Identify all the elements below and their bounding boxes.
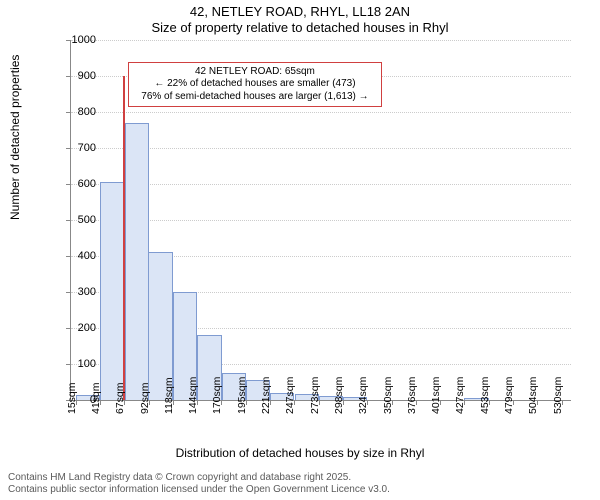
footer-attribution: Contains HM Land Registry data © Crown c…: [8, 472, 390, 496]
ytick-label: 500: [56, 214, 96, 226]
ytick-label: 900: [56, 70, 96, 82]
ytick-label: 300: [56, 286, 96, 298]
footer-line: Contains public sector information licen…: [8, 484, 390, 496]
chart-container: 42, NETLEY ROAD, RHYL, LL18 2AN Size of …: [0, 0, 600, 500]
ytick-label: 400: [56, 250, 96, 262]
ytick-label: 700: [56, 142, 96, 154]
histogram-bar: [100, 182, 124, 400]
ytick-label: 200: [56, 322, 96, 334]
annotation-line: 42 NETLEY ROAD: 65sqm: [135, 66, 376, 79]
annotation-line: 76% of semi-detached houses are larger (…: [135, 91, 376, 104]
gridline: [71, 112, 571, 113]
ytick-label: 800: [56, 106, 96, 118]
ytick-label: 1000: [56, 34, 96, 46]
x-axis-label: Distribution of detached houses by size …: [0, 446, 600, 460]
annotation-line: ← 22% of detached houses are smaller (47…: [135, 78, 376, 91]
annotation-box: 42 NETLEY ROAD: 65sqm← 22% of detached h…: [128, 62, 383, 108]
plot-area: 42 NETLEY ROAD: 65sqm← 22% of detached h…: [70, 40, 571, 401]
chart-title-line1: 42, NETLEY ROAD, RHYL, LL18 2AN: [0, 4, 600, 19]
gridline: [71, 40, 571, 41]
histogram-bar: [125, 123, 149, 400]
ytick-label: 100: [56, 358, 96, 370]
property-marker-line: [123, 76, 125, 400]
chart-title-line2: Size of property relative to detached ho…: [0, 20, 600, 35]
ytick-label: 600: [56, 178, 96, 190]
footer-line: Contains HM Land Registry data © Crown c…: [8, 472, 390, 484]
y-axis-label: Number of detached properties: [8, 55, 22, 220]
